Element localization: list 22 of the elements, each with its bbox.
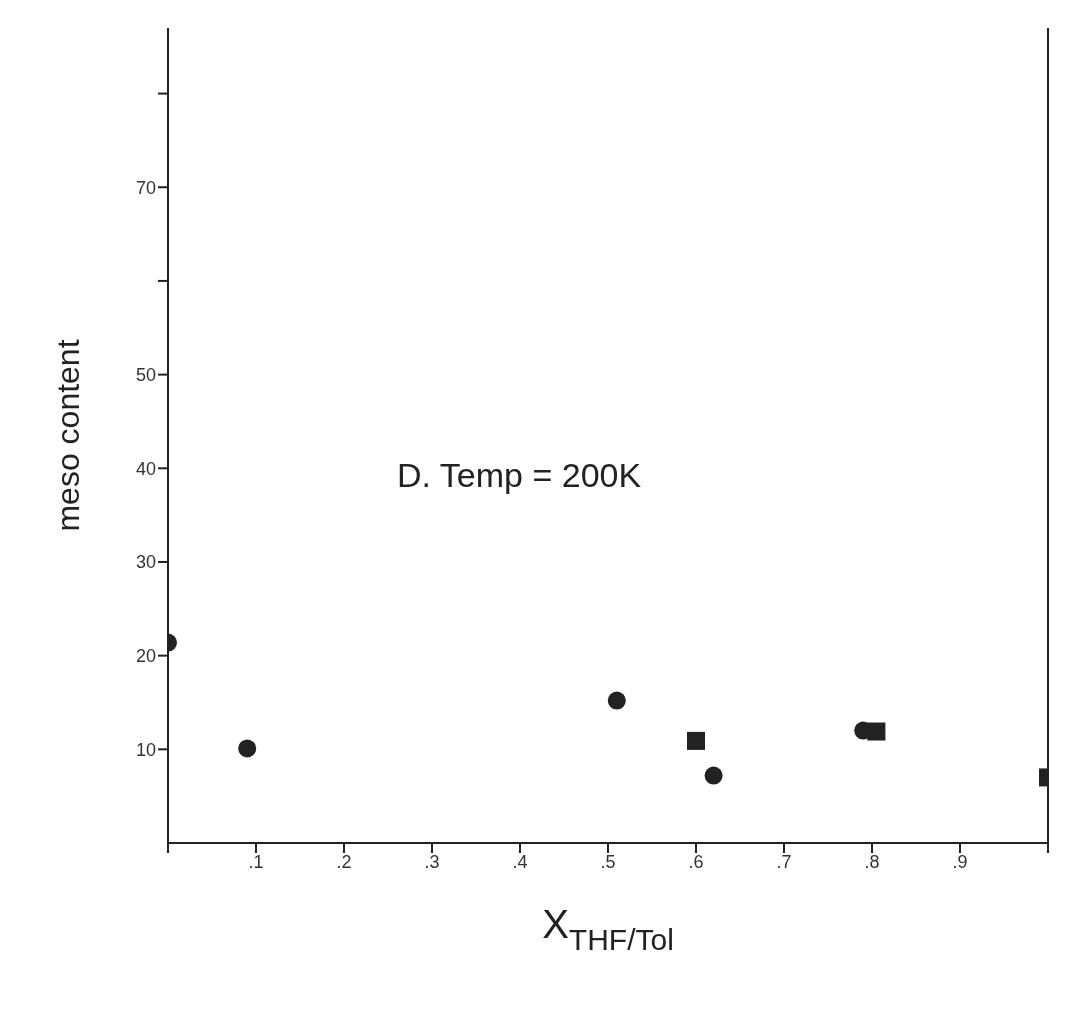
point bbox=[867, 722, 886, 741]
x-tick-label: .9 bbox=[952, 851, 968, 872]
y-axis-title: meso content bbox=[50, 339, 87, 532]
point bbox=[607, 691, 626, 710]
y-tick-label: 20 bbox=[135, 646, 156, 667]
x-tick-label: .8 bbox=[864, 851, 880, 872]
x-tick-label: .3 bbox=[424, 851, 440, 872]
x-tick-label: .2 bbox=[336, 851, 352, 872]
annotation: D. Temp = 200K bbox=[397, 455, 642, 495]
y-tick-label: 40 bbox=[135, 458, 156, 479]
x-axis-title: X$_{THF/Tol}$ bbox=[542, 902, 674, 956]
x-tick-label: .5 bbox=[600, 851, 616, 872]
x-tick-label: .6 bbox=[688, 851, 704, 872]
x-tick-label: .1 bbox=[248, 851, 264, 872]
x-tick-label: .4 bbox=[512, 851, 528, 872]
y-tick-label: 30 bbox=[135, 552, 156, 573]
point bbox=[687, 731, 705, 750]
x-tick-label: .7 bbox=[776, 851, 792, 872]
y-tick-label: 10 bbox=[135, 739, 156, 760]
y-tick-label: 70 bbox=[135, 177, 156, 198]
point bbox=[704, 766, 723, 785]
y-tick-label: 50 bbox=[135, 365, 156, 385]
